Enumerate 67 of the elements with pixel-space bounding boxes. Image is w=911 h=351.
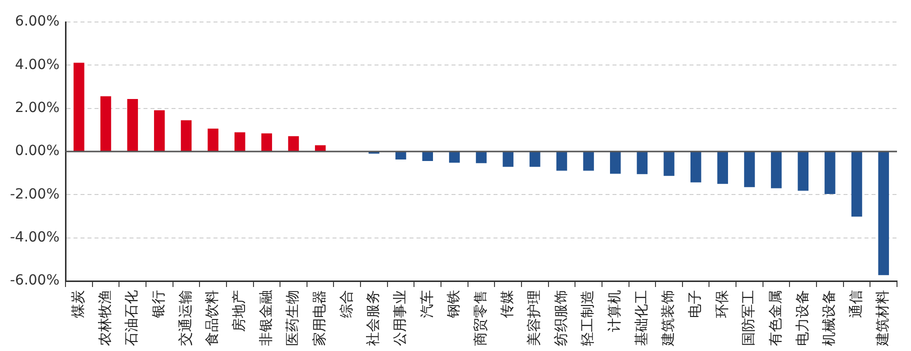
bar — [530, 152, 540, 167]
x-tick-label: 家用电器 — [312, 290, 328, 346]
x-tick-label: 电子 — [687, 290, 704, 318]
bar — [610, 152, 621, 174]
x-tick-label: 有色金属 — [768, 290, 784, 346]
bar — [824, 152, 836, 194]
x-tick-label: 美容护理 — [526, 290, 543, 346]
bar — [127, 99, 138, 151]
y-tick-label: -2.00% — [10, 186, 60, 202]
bar — [395, 152, 406, 160]
x-tick-label: 食品饮料 — [204, 290, 221, 346]
x-tick-label: 农林牧渔 — [97, 290, 114, 346]
y-tick-label: 0.00% — [15, 143, 60, 160]
bar — [717, 152, 728, 184]
x-tick-label: 机械设备 — [822, 290, 838, 346]
bar — [798, 152, 808, 191]
x-tick-label: 国防军工 — [741, 290, 758, 346]
bar — [476, 152, 487, 164]
bar — [208, 128, 218, 151]
x-tick-label: 交通运输 — [178, 290, 194, 346]
x-tick-label: 煤炭 — [70, 290, 87, 318]
bar — [314, 145, 326, 151]
x-tick-label: 社会服务 — [366, 290, 382, 346]
x-tick-label: 公用事业 — [392, 290, 408, 346]
x-tick-label: 计算机 — [607, 290, 624, 332]
bar — [770, 152, 782, 188]
bar — [449, 152, 460, 163]
x-tick-label: 纺织服饰 — [553, 290, 570, 346]
x-tick-label: 基础化工 — [634, 290, 650, 346]
x-tick-label: 医药生物 — [285, 290, 302, 346]
x-tick-label: 环保 — [714, 290, 730, 318]
bar — [288, 136, 299, 151]
bar — [502, 152, 514, 167]
x-tick-label: 非银金融 — [258, 290, 274, 346]
x-tick-label: 通信 — [848, 290, 864, 318]
bar — [878, 152, 889, 276]
x-tick-label: 传媒 — [500, 290, 516, 318]
x-tick-label: 石油石化 — [124, 290, 140, 346]
bar — [261, 133, 272, 151]
bar — [556, 152, 568, 171]
bar — [583, 152, 594, 171]
bar — [664, 152, 674, 176]
y-tick-label: 2.00% — [15, 100, 60, 116]
y-tick-label: 6.00% — [15, 14, 60, 30]
x-tick-label: 电力设备 — [794, 290, 811, 346]
bar — [851, 152, 862, 217]
x-tick-label: 钢铁 — [446, 290, 462, 319]
x-tick-label: 房地产 — [232, 290, 248, 332]
x-tick-label: 银行 — [151, 290, 168, 319]
bar — [180, 120, 192, 151]
y-tick-label: -6.00% — [10, 272, 60, 289]
x-tick-label: 轻工制造 — [580, 290, 596, 346]
bar — [234, 132, 246, 151]
x-tick-label: 建筑材料 — [875, 290, 892, 347]
bar — [744, 152, 755, 188]
bar — [100, 96, 112, 151]
x-tick-label: 商贸零售 — [472, 290, 489, 346]
x-tick-label: 汽车 — [419, 290, 436, 318]
bar — [690, 152, 702, 182]
x-tick-label: 综合 — [338, 290, 355, 318]
bar — [154, 110, 165, 151]
bar — [74, 62, 84, 151]
y-tick-label: 4.00% — [15, 56, 60, 73]
x-tick-label: 建筑装饰 — [660, 290, 677, 347]
bar — [636, 152, 648, 174]
y-tick-label: -4.00% — [10, 229, 60, 246]
bar — [422, 152, 433, 161]
